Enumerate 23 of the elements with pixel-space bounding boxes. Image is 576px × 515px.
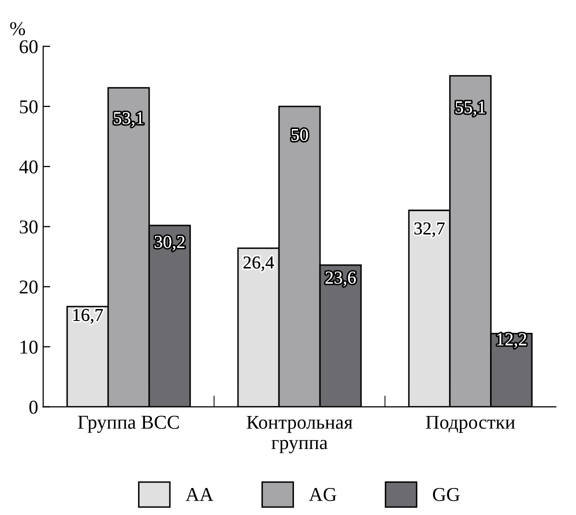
data-label: 12,2 [497,333,526,348]
data-label: 50 [292,128,308,141]
data-label: 26,4 [244,256,274,272]
data-label: 23,6 [326,272,356,286]
data-label: 32,7 [414,222,445,238]
y-tick-label: 60 [20,40,38,54]
data-label: 55,1 [456,101,486,116]
y-tick-label: 10 [20,340,38,354]
data-label: 16,7 [73,308,103,324]
x-tick-label: Подростки [426,416,515,433]
legend-label: GG [432,488,460,502]
y-axis-title: % [10,22,26,36]
y-tick-label: 50 [20,100,38,114]
x-tick-label: Группа ВСС [78,416,179,433]
y-tick-label: 40 [19,160,38,174]
y-tick-label: 0 [29,400,38,414]
data-label: 53,1 [114,112,144,127]
legend-label: AA [186,488,214,501]
legend-label: AG [309,488,336,502]
data-label: 30,2 [154,236,184,251]
y-tick-label: 20 [20,280,38,294]
y-tick-label: 30 [20,220,38,234]
x-tick-label: Контрольная группа [246,416,352,454]
